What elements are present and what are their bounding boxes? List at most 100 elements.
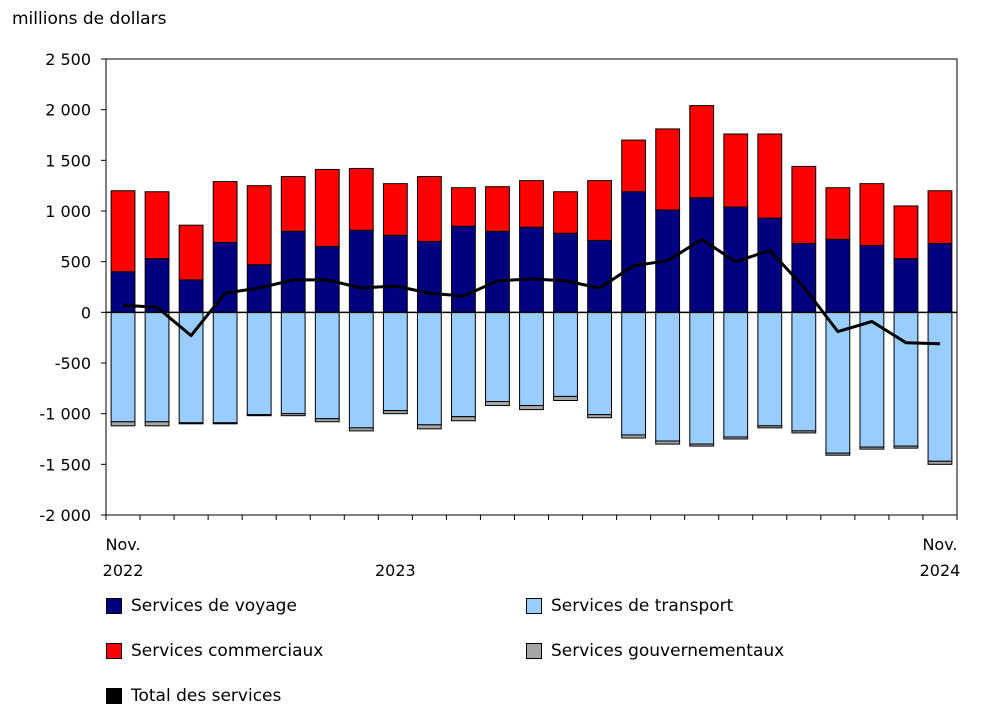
bar-voyage	[178, 279, 204, 313]
bar-voyage	[382, 234, 408, 313]
bar-gouvernementaux	[621, 434, 647, 439]
bar-transport	[485, 311, 510, 403]
bar-transport	[314, 311, 340, 420]
bar-commerciaux	[927, 190, 953, 244]
bar-transport	[757, 311, 783, 427]
y-tick-label: 2 500	[45, 50, 91, 69]
bar-commerciaux	[212, 181, 238, 243]
bar-gouvernementaux	[519, 405, 544, 411]
bar-gouvernementaux	[144, 421, 170, 427]
bar-commerciaux	[621, 139, 647, 193]
bar-transport	[212, 311, 238, 424]
x-tick-label-month: Nov.	[922, 535, 957, 554]
bar-gouvernementaux	[791, 430, 817, 434]
bar-commerciaux	[382, 183, 408, 236]
legend-label-voyage: Services de voyage	[131, 596, 297, 616]
bar-commerciaux	[893, 205, 919, 260]
bar-gouvernementaux	[280, 413, 306, 417]
x-axis: Nov. 2022 2023 Nov. 2024	[103, 515, 961, 580]
bar-commerciaux	[587, 180, 612, 241]
legend-label-gouvernementaux: Services gouvernementaux	[551, 641, 785, 661]
bar-gouvernementaux	[655, 440, 681, 445]
y-axis-title: millions de dollars	[12, 9, 167, 29]
bar-gouvernementaux	[689, 443, 715, 447]
bar-commerciaux	[144, 191, 170, 260]
bar-commerciaux	[689, 105, 715, 199]
legend-item-commerciaux: Services commerciaux	[106, 641, 323, 661]
bar-voyage	[519, 226, 544, 313]
bar-voyage	[859, 244, 885, 313]
bar-gouvernementaux	[893, 445, 919, 449]
bar-voyage	[587, 239, 612, 313]
legend-swatch-commerciaux	[106, 643, 122, 659]
legend-item-gouvernementaux: Services gouvernementaux	[526, 641, 784, 661]
bar-gouvernementaux	[825, 452, 851, 456]
legend-swatch-voyage	[106, 598, 122, 614]
bar-commerciaux	[485, 186, 510, 232]
bar-transport	[791, 311, 817, 432]
bar-voyage	[689, 197, 715, 313]
y-tick-label: 1 000	[45, 202, 91, 221]
bar-commerciaux	[825, 187, 851, 240]
x-tick-label-year: 2024	[920, 561, 961, 580]
bar-transport	[110, 311, 136, 423]
bar-gouvernementaux	[451, 416, 476, 422]
legend-label-total: Total des services	[131, 686, 282, 706]
bar-voyage	[451, 225, 476, 313]
bar-voyage	[927, 242, 953, 313]
bar-transport	[144, 311, 170, 423]
bar-transport	[382, 311, 408, 412]
line-total-des-services	[122, 237, 941, 346]
y-tick-label: -2 000	[39, 506, 91, 525]
plot-frame	[105, 58, 958, 516]
bar-commerciaux	[757, 133, 783, 219]
bar-voyage	[621, 191, 647, 313]
bar-transport	[825, 311, 851, 454]
legend-label-transport: Services de transport	[551, 596, 734, 616]
bar-gouvernementaux	[416, 424, 442, 430]
bar-commerciaux	[553, 191, 578, 234]
bar-commerciaux	[655, 128, 681, 211]
bar-gouvernementaux	[212, 422, 238, 425]
bar-transport	[927, 311, 953, 462]
bar-transport	[723, 311, 749, 438]
bar-transport	[348, 311, 374, 429]
bar-gouvernementaux	[348, 427, 374, 432]
bar-gouvernementaux	[927, 460, 953, 465]
y-tick-label: -500	[55, 354, 91, 373]
bar-transport	[519, 311, 544, 407]
bar-commerciaux	[859, 183, 885, 246]
bar-commerciaux	[110, 190, 136, 273]
bar-gouvernementaux	[859, 446, 885, 450]
bar-voyage	[280, 230, 306, 313]
bar-voyage	[553, 232, 578, 313]
bar-transport	[859, 311, 885, 448]
bar-commerciaux	[280, 176, 306, 232]
bar-commerciaux	[723, 133, 749, 208]
bar-transport	[553, 311, 578, 397]
y-tick-label: -1 500	[39, 455, 91, 474]
legend-swatch-total	[106, 688, 122, 704]
bar-commerciaux	[451, 187, 476, 227]
bar-gouvernementaux	[587, 414, 612, 419]
bar-gouvernementaux	[246, 414, 272, 417]
bar-voyage	[348, 229, 374, 313]
bar-commerciaux	[246, 185, 272, 266]
legend-label-commerciaux: Services commerciaux	[131, 641, 324, 661]
bar-transport	[655, 311, 681, 442]
x-tick-label-year: 2022	[103, 561, 144, 580]
bar-gouvernementaux	[757, 425, 783, 429]
bar-voyage	[825, 238, 851, 313]
bar-transport	[451, 311, 476, 418]
total-line	[122, 237, 941, 346]
bar-gouvernementaux	[485, 401, 510, 407]
bar-commerciaux	[791, 165, 817, 244]
bar-voyage	[416, 240, 442, 313]
bar-voyage	[757, 217, 783, 313]
y-tick-label: 2 000	[45, 101, 91, 120]
bar-commerciaux	[178, 224, 204, 281]
legend-swatch-transport	[526, 598, 542, 614]
bar-commerciaux	[348, 167, 374, 231]
legend-item-voyage: Services de voyage	[106, 596, 297, 616]
